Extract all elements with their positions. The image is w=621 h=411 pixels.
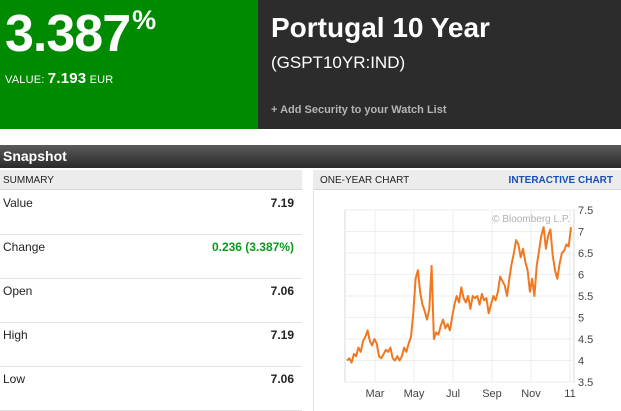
x-tick-label: Jul [446,388,460,400]
series-line [346,226,572,364]
chart-frame: © Bloomberg L.P. 7.5 7 6.5 6 5.5 5 4.5 4 3.5 Mar… [313,191,621,411]
chart-header: ONE-YEAR CHART INTERACTIVE CHART [313,170,621,190]
row-label: Change [3,240,46,254]
y-tick-label: 7 [578,227,584,239]
summary-row-change: Change 0.236 (3.387%) [0,235,302,279]
y-tick-label: 4 [578,356,584,368]
y-tick-label: 5 [578,313,584,325]
y-tick-label: 6.5 [578,248,593,260]
security-ticker: (GSPT10YR:IND) [271,53,406,72]
percent-sign: % [132,5,156,35]
row-value: 0.236 (3.387%) [211,240,294,254]
row-value: 7.19 [270,196,294,210]
summary-row-low: Low 7.06 [0,367,302,411]
row-label: Value [3,196,33,210]
snapshot-title: Snapshot [0,145,621,168]
x-tick-label: Mar [366,388,385,400]
y-tick-label: 4.5 [578,334,593,346]
chart-watermark: © Bloomberg L.P. [492,214,570,225]
one-year-chart: © Bloomberg L.P. 7.5 7 6.5 6 5.5 5 4.5 4 3.5 Mar… [344,205,593,400]
value-label: VALUE: [5,74,45,86]
y-tick-label: 5.5 [578,291,593,303]
summary-panel: SUMMARY Value 7.19 Change 0.236 (3.387%)… [0,170,302,411]
summary-row-high: High 7.19 [0,323,302,367]
x-tick-label: May [404,388,425,400]
row-value: 7.19 [270,328,294,342]
interactive-chart-link[interactable]: INTERACTIVE CHART [508,175,613,186]
quote-header: 3.387% VALUE: 7.193 EUR Portugal 10 Year… [0,0,621,129]
quote-percent: 3.387% [5,5,156,63]
quote-value: VALUE: 7.193 EUR [5,70,113,87]
quote-box: 3.387% VALUE: 7.193 EUR [0,0,258,129]
chart-panel: ONE-YEAR CHART INTERACTIVE CHART © Bloom… [313,170,621,411]
summary-header: SUMMARY [0,170,302,190]
x-tick-label: Nov [521,388,541,400]
x-tick-label: Sep [482,388,502,400]
row-label: Open [3,284,33,298]
security-name: Portugal 10 Year [271,12,490,43]
value-number: 7.193 [47,70,87,87]
quote-percent-value: 3.387 [5,5,131,63]
chart-header-title: ONE-YEAR CHART [320,175,410,186]
y-tick-label: 6 [578,270,584,282]
summary-row-value: Value 7.19 [0,191,302,235]
x-tick-label: 11 [564,388,575,400]
summary-row-open: Open 7.06 [0,279,302,323]
value-currency: EUR [89,74,114,86]
security-title-box: Portugal 10 Year (GSPT10YR:IND) + Add Se… [258,0,621,129]
row-value: 7.06 [270,372,294,386]
add-to-watch-list-link[interactable]: + Add Security to your Watch List [271,104,447,116]
row-value: 7.06 [270,284,294,298]
y-tick-label: 7.5 [578,205,593,217]
y-tick-label: 3.5 [578,377,593,389]
row-label: Low [3,372,26,386]
row-label: High [3,328,28,342]
